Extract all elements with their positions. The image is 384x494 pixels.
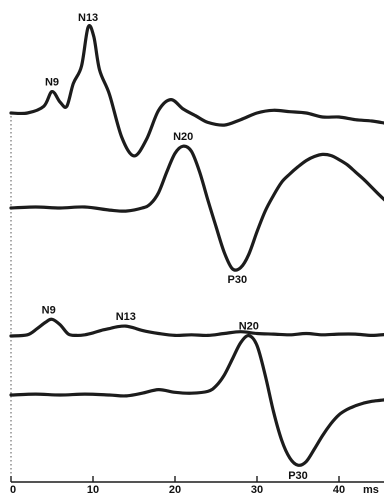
waveform-trace-3 xyxy=(9,317,384,338)
peak-label-p30-trace-2: P30 xyxy=(228,274,248,286)
peak-label-n13-trace-3: N13 xyxy=(116,311,136,323)
peak-label-n13-trace-1: N13 xyxy=(78,12,98,24)
waveform-trace-4 xyxy=(9,333,384,467)
peak-label-n20-trace-2: N20 xyxy=(173,131,193,143)
waveform-trace-1 xyxy=(9,24,384,158)
x-tick-label-20: 20 xyxy=(169,484,181,494)
x-axis: 0 10 20 30 40 ms xyxy=(10,476,384,494)
peak-label-n20-trace-4: N20 xyxy=(239,321,259,333)
waveform-traces xyxy=(9,24,384,467)
peak-label-n9-trace-1: N9 xyxy=(45,77,59,89)
x-tick-label-40: 40 xyxy=(333,484,345,494)
x-tick-label-0: 0 xyxy=(10,484,16,494)
x-axis-unit-label: ms xyxy=(363,484,379,494)
x-tick-label-30: 30 xyxy=(251,484,263,494)
peak-label-p30-trace-4: P30 xyxy=(288,470,308,482)
waveform-trace-2 xyxy=(9,144,384,272)
peak-label-n9-trace-3: N9 xyxy=(42,304,56,316)
x-axis-ticks: 0 10 20 30 40 xyxy=(10,476,345,494)
peak-labels: N9 N13 N20 P30 N9 N13 N20 P30 xyxy=(42,12,308,482)
x-tick-label-10: 10 xyxy=(87,484,99,494)
